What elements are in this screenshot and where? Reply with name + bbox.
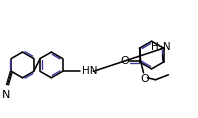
Text: O: O [120,56,129,66]
Text: H₂N: H₂N [151,42,170,52]
Text: HN: HN [82,66,97,76]
Text: N: N [2,90,10,100]
Text: O: O [140,74,149,84]
